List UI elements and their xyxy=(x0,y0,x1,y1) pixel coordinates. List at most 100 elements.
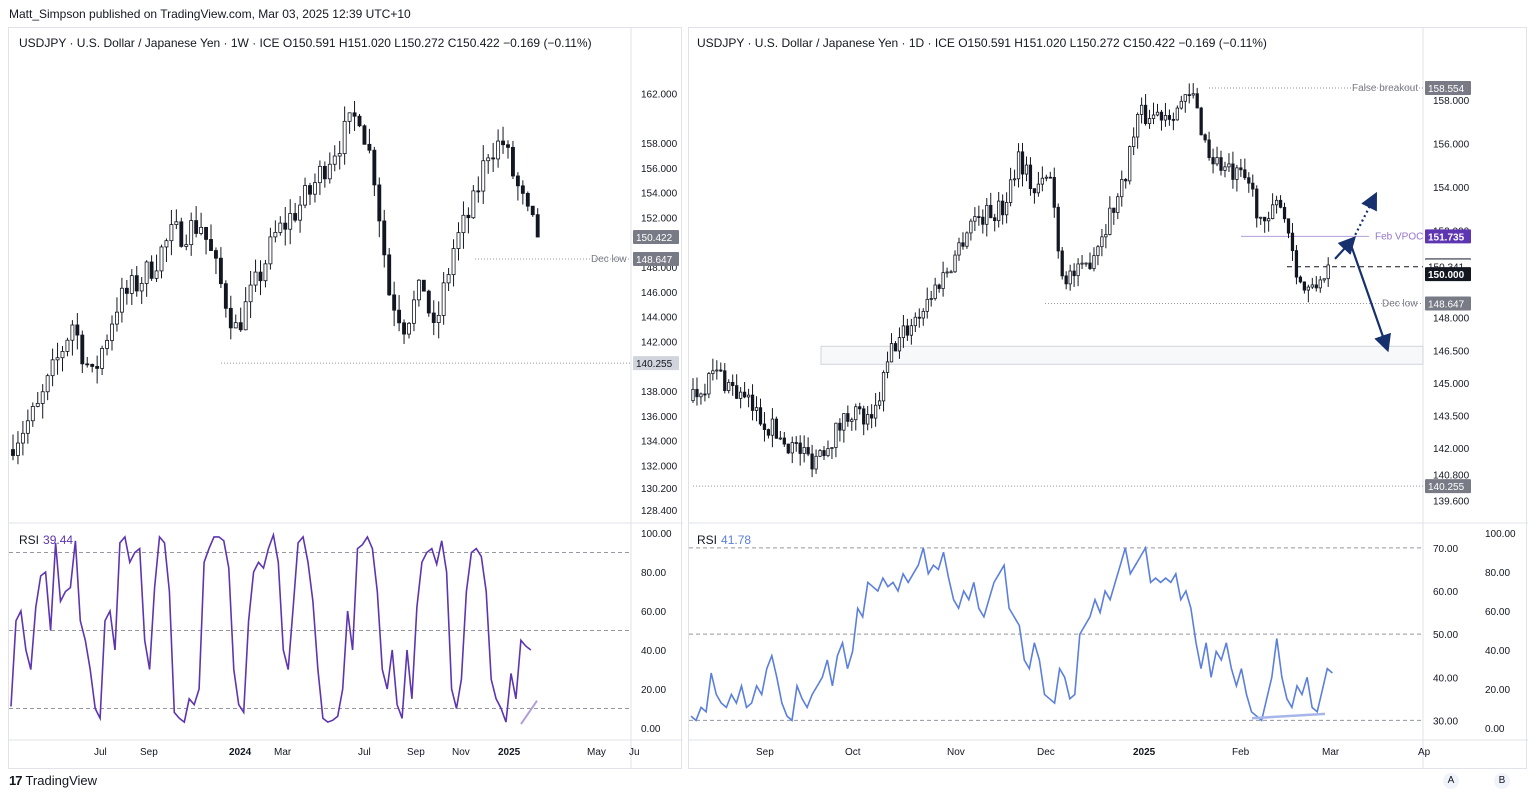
weekly-candle-body xyxy=(466,214,471,219)
daily-candle-body xyxy=(1032,188,1037,194)
weekly-candle xyxy=(461,201,466,249)
daily-candle xyxy=(1028,157,1033,196)
scale-b-button[interactable]: B xyxy=(1494,773,1510,789)
weekly-candle xyxy=(243,287,248,331)
weekly-candle xyxy=(65,337,70,357)
daily-candle-body xyxy=(1076,263,1080,277)
daily-candle-body xyxy=(818,450,822,457)
weekly-candle xyxy=(352,100,357,131)
weekly-candle-body xyxy=(436,315,441,324)
weekly-candle-body xyxy=(199,226,204,234)
weekly-candle xyxy=(75,313,80,350)
weekly-candle xyxy=(85,356,90,368)
daily-candle xyxy=(1048,171,1052,179)
daily-candle xyxy=(1147,109,1152,129)
weekly-candle xyxy=(40,384,45,419)
tradingview-brand: TradingView xyxy=(25,773,98,788)
weekly-y-tick: 132.000 xyxy=(641,461,678,472)
daily-candle-body xyxy=(1247,177,1251,184)
daily-candle-body xyxy=(1136,114,1140,138)
weekly-chart-svg[interactable]: 162.000 158.000 156.000 154.000 152.000 148.0… xyxy=(9,28,683,768)
weekly-candle xyxy=(412,290,416,332)
tradingview-footer[interactable]: 17 TradingView xyxy=(9,773,97,788)
weekly-candle-body xyxy=(441,282,446,316)
daily-candle xyxy=(881,370,886,412)
daily-candle xyxy=(1092,247,1096,272)
daily-candle-body xyxy=(830,447,834,449)
daily-candle-body xyxy=(1036,183,1041,194)
weekly-candle xyxy=(209,224,213,251)
daily-candle-body xyxy=(1231,163,1235,180)
weekly-candle xyxy=(218,247,223,289)
daily-candle-body xyxy=(997,200,1001,222)
daily-candle-body xyxy=(1251,182,1255,190)
daily-candle xyxy=(778,430,782,441)
weekly-candle-body xyxy=(209,239,213,251)
weekly-candle-body xyxy=(129,275,134,294)
daily-candle-body xyxy=(1159,111,1164,121)
daily-candle-body xyxy=(1203,134,1207,141)
weekly-candle-body xyxy=(426,290,431,314)
daily-candle-body xyxy=(778,437,782,440)
weekly-candle-body xyxy=(45,375,50,393)
weekly-chart-panel[interactable]: USDJPY · U.S. Dollar / Japanese Yen · 1W… xyxy=(8,27,683,769)
daily-scenario-arrow xyxy=(1352,191,1377,240)
daily-candle-body xyxy=(699,393,703,398)
daily-candle-body xyxy=(1060,250,1064,277)
weekly-candle-body xyxy=(372,149,377,186)
weekly-rsi-tick: 0.00 xyxy=(641,724,661,735)
weekly-candle-body xyxy=(288,213,293,230)
daily-candle-body xyxy=(957,242,961,256)
daily-candle xyxy=(774,416,779,439)
weekly-candle-body xyxy=(382,220,387,256)
daily-candle-body xyxy=(981,216,985,225)
daily-candle-body xyxy=(782,437,786,445)
weekly-candle xyxy=(293,202,298,223)
weekly-candle-body xyxy=(149,261,154,279)
weekly-candle-body xyxy=(110,323,114,341)
daily-candle-body xyxy=(754,407,759,411)
daily-candle xyxy=(798,435,802,466)
daily-candle-body xyxy=(1100,236,1104,248)
weekly-candle-body xyxy=(35,403,40,407)
weekly-y-tick: 138.000 xyxy=(641,387,678,398)
weekly-candle xyxy=(511,140,515,180)
daily-candle-body xyxy=(1088,262,1092,269)
daily-candle-body xyxy=(989,204,993,219)
weekly-candle-body xyxy=(367,143,372,151)
weekly-candle-body xyxy=(431,312,436,324)
daily-y-tick: 148.000 xyxy=(1433,314,1470,325)
weekly-candle xyxy=(273,220,278,243)
scale-a-button[interactable]: A xyxy=(1443,773,1459,789)
daily-candle-body xyxy=(893,343,898,352)
daily-candle-body xyxy=(1028,164,1033,190)
daily-chart-panel[interactable]: USDJPY · U.S. Dollar / Japanese Yen · 1D… xyxy=(688,27,1528,789)
weekly-x-tick: May xyxy=(587,747,606,758)
daily-candle xyxy=(1247,172,1251,193)
weekly-candle-body xyxy=(11,449,15,456)
daily-candle xyxy=(1072,263,1076,287)
weekly-candle xyxy=(268,227,273,270)
weekly-candle-body xyxy=(243,301,248,331)
weekly-candle-body xyxy=(298,204,303,221)
daily-chart-svg[interactable]: 158.000156.000154.000152.000148.000146.5… xyxy=(689,28,1528,768)
daily-candle-body xyxy=(739,391,743,399)
weekly-candle-body xyxy=(70,324,75,341)
weekly-candle xyxy=(204,226,208,255)
daily-rsi-tick-right: 20.00 xyxy=(1485,685,1510,696)
weekly-candle-body xyxy=(397,309,402,324)
daily-candle xyxy=(1155,103,1160,117)
daily-candle-body xyxy=(1243,169,1247,179)
daily-candle xyxy=(1024,156,1029,182)
weekly-candle-body xyxy=(293,213,298,221)
weekly-candle xyxy=(16,431,20,465)
weekly-candle-body xyxy=(337,153,342,157)
daily-support-zone xyxy=(820,345,1424,365)
daily-price-label: 151.735 xyxy=(1428,232,1465,243)
weekly-candle-body xyxy=(214,250,218,259)
daily-candle-body xyxy=(1322,278,1326,281)
weekly-candle-body xyxy=(412,299,416,324)
weekly-candle-body xyxy=(303,185,307,206)
weekly-price-label-bg xyxy=(633,356,679,371)
daily-candle-body xyxy=(929,298,933,300)
